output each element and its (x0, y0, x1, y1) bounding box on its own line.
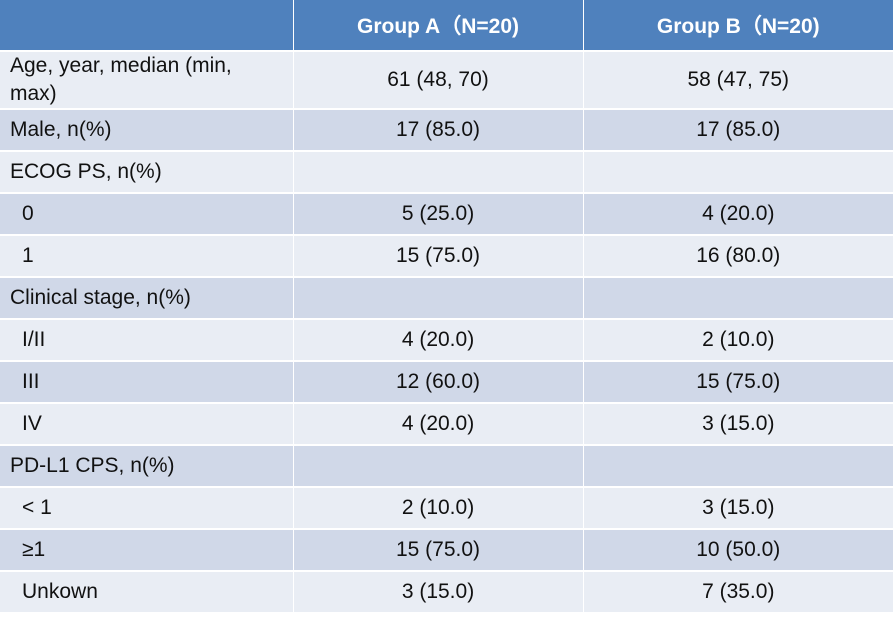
table-row: < 1 2 (10.0) 3 (15.0) (0, 486, 893, 529)
group-b-value: 58 (47, 75) (583, 50, 893, 109)
group-a-value (293, 276, 584, 319)
header-group-a: Group A（N=20) (293, 0, 584, 51)
group-b-value: 15 (75.0) (583, 360, 893, 403)
table-row: Male, n(%) 17 (85.0) 17 (85.0) (0, 108, 893, 151)
row-label: ≥1 (0, 528, 294, 571)
group-a-value: 15 (75.0) (293, 234, 584, 277)
row-label: < 1 (0, 486, 294, 529)
table-row: IV 4 (20.0) 3 (15.0) (0, 402, 893, 445)
table-row: PD-L1 CPS, n(%) (0, 444, 893, 487)
group-b-value: 3 (15.0) (583, 486, 893, 529)
table-row: Clinical stage, n(%) (0, 276, 893, 319)
row-label: Male, n(%) (0, 108, 294, 151)
group-b-value (583, 444, 893, 487)
table-row: III 12 (60.0) 15 (75.0) (0, 360, 893, 403)
table-row: ≥1 15 (75.0) 10 (50.0) (0, 528, 893, 571)
table-row: Unkown 3 (15.0) 7 (35.0) (0, 570, 893, 612)
group-b-value: 17 (85.0) (583, 108, 893, 151)
table-header-row: Group A（N=20) Group B（N=20) (0, 0, 893, 51)
table-row: Age, year, median (min, max) 61 (48, 70)… (0, 50, 893, 109)
group-b-value: 3 (15.0) (583, 402, 893, 445)
group-b-value (583, 150, 893, 193)
row-label: Age, year, median (min, max) (0, 50, 294, 109)
group-a-value: 12 (60.0) (293, 360, 584, 403)
row-label: Unkown (0, 570, 294, 612)
group-a-value: 17 (85.0) (293, 108, 584, 151)
row-label: IV (0, 402, 294, 445)
group-b-value: 16 (80.0) (583, 234, 893, 277)
group-a-value: 61 (48, 70) (293, 50, 584, 109)
row-label: III (0, 360, 294, 403)
row-label: I/II (0, 318, 294, 361)
table-row: 0 5 (25.0) 4 (20.0) (0, 192, 893, 235)
row-label: 1 (0, 234, 294, 277)
group-a-value (293, 150, 584, 193)
group-b-value: 10 (50.0) (583, 528, 893, 571)
header-characteristic (0, 0, 294, 51)
group-a-value: 5 (25.0) (293, 192, 584, 235)
baseline-characteristics-table-container: Group A（N=20) Group B（N=20) Age, year, m… (0, 0, 893, 612)
row-label: ECOG PS, n(%) (0, 150, 294, 193)
group-a-value: 3 (15.0) (293, 570, 584, 612)
group-b-value: 4 (20.0) (583, 192, 893, 235)
header-group-b: Group B（N=20) (583, 0, 893, 51)
row-label: 0 (0, 192, 294, 235)
table-row: I/II 4 (20.0) 2 (10.0) (0, 318, 893, 361)
table-row: 1 15 (75.0) 16 (80.0) (0, 234, 893, 277)
table-row: ECOG PS, n(%) (0, 150, 893, 193)
group-a-value: 4 (20.0) (293, 318, 584, 361)
group-a-value (293, 444, 584, 487)
group-a-value: 4 (20.0) (293, 402, 584, 445)
group-a-value: 15 (75.0) (293, 528, 584, 571)
group-b-value: 2 (10.0) (583, 318, 893, 361)
row-label: Clinical stage, n(%) (0, 276, 294, 319)
baseline-characteristics-table: Group A（N=20) Group B（N=20) Age, year, m… (0, 0, 893, 612)
group-b-value: 7 (35.0) (583, 570, 893, 612)
group-b-value (583, 276, 893, 319)
row-label: PD-L1 CPS, n(%) (0, 444, 294, 487)
group-a-value: 2 (10.0) (293, 486, 584, 529)
